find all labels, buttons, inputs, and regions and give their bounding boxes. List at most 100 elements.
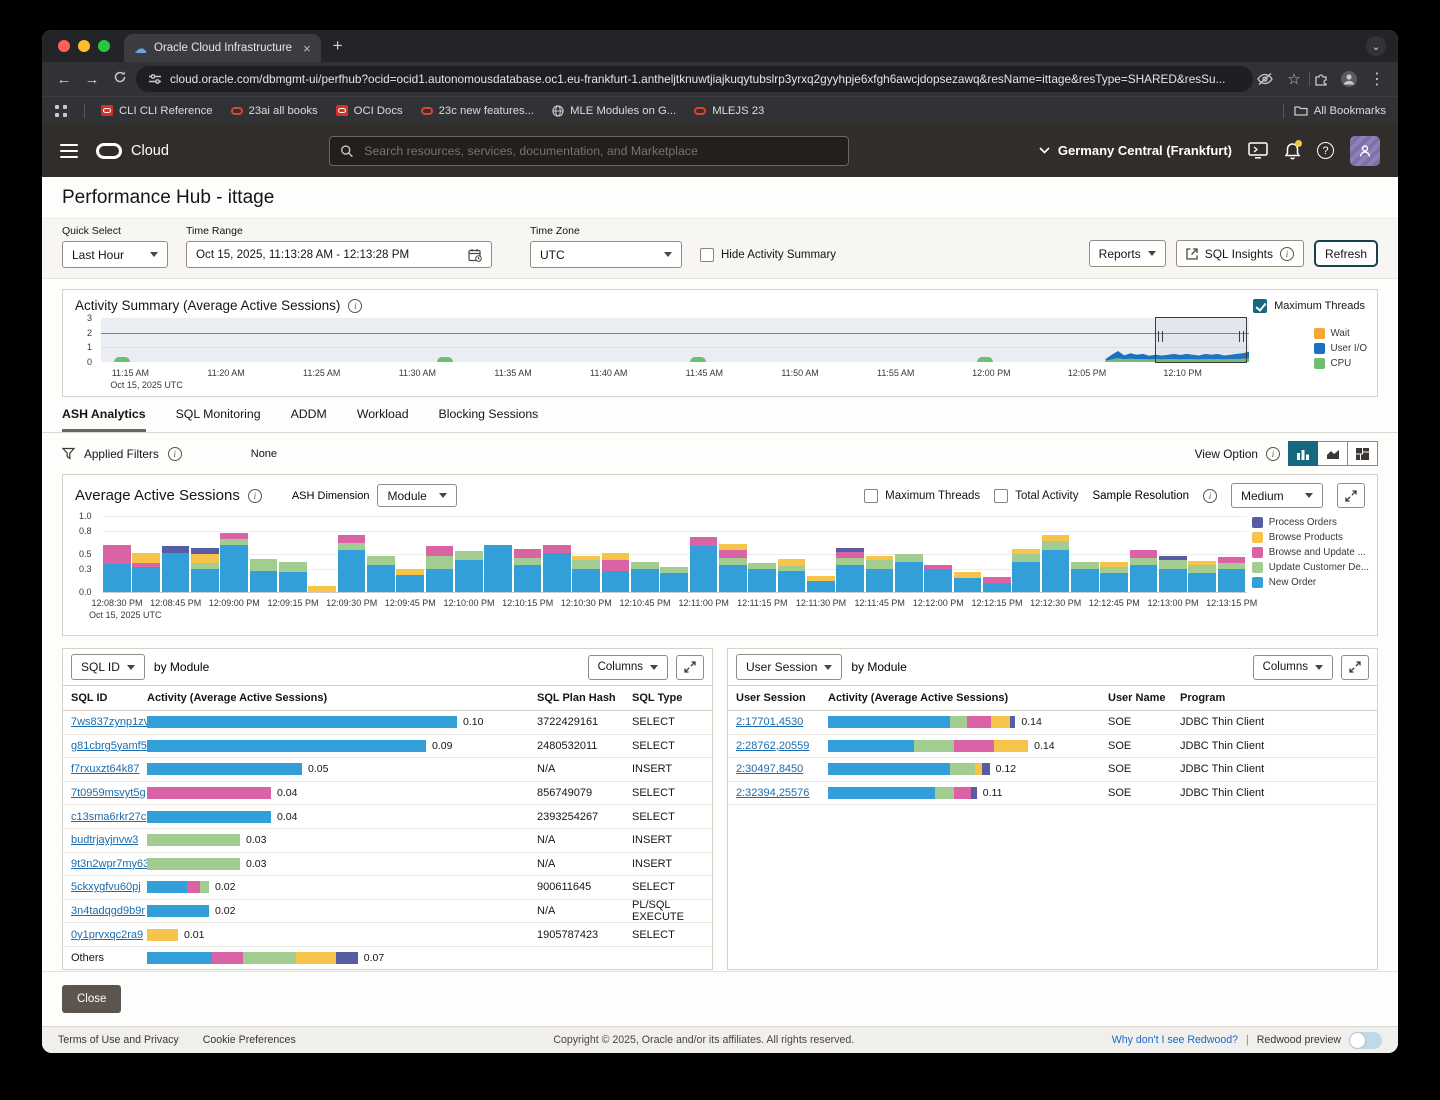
stacked-bar[interactable]	[161, 546, 190, 592]
terms-link[interactable]: Terms of Use and Privacy	[58, 1034, 179, 1046]
maximize-window-icon[interactable]	[98, 40, 110, 52]
cookie-preferences-link[interactable]: Cookie Preferences	[202, 1034, 296, 1046]
row-link[interactable]: 2:17701,4530	[736, 716, 804, 729]
stacked-bar[interactable]	[924, 564, 953, 592]
site-info-icon[interactable]	[148, 73, 162, 85]
stacked-bar[interactable]	[337, 535, 366, 592]
stacked-bar[interactable]	[983, 576, 1011, 592]
checkbox-unchecked[interactable]	[864, 488, 879, 503]
row-link[interactable]: 2:32394,25576	[736, 787, 810, 800]
bookmark-item[interactable]: 23ai all books	[230, 105, 318, 117]
sql-insights-button[interactable]: SQL Insights i	[1175, 240, 1304, 267]
back-icon[interactable]: ←	[56, 70, 72, 88]
brush-handle-right[interactable]	[1238, 331, 1244, 342]
stacked-bar[interactable]	[748, 563, 777, 592]
stacked-bar[interactable]	[396, 569, 425, 592]
minimize-window-icon[interactable]	[78, 40, 90, 52]
help-icon[interactable]: ?	[1317, 142, 1334, 159]
sample-resolution-dropdown[interactable]: Medium	[1231, 483, 1323, 508]
time-range-input[interactable]: Oct 15, 2025, 11:13:28 AM - 12:13:28 PM	[186, 241, 492, 268]
row-link[interactable]: 9t3n2wpr7my63	[71, 857, 147, 870]
stacked-bar[interactable]	[191, 547, 219, 592]
tab-workload[interactable]: Workload	[356, 407, 409, 421]
row-link[interactable]: 7t0959msvyt5g	[71, 787, 146, 800]
ash-chart[interactable]: 1.0 0.8 0.5 0.3 0.0 12:08:30 PM 12:08:45 PM 12:…	[75, 511, 1365, 620]
stacked-bar[interactable]	[1217, 557, 1246, 592]
bookmark-item[interactable]: 23c new features...	[420, 105, 534, 117]
close-button[interactable]: Close	[62, 985, 122, 1013]
stacked-bar[interactable]	[543, 544, 571, 592]
stacked-bar[interactable]	[367, 556, 395, 592]
time-selection-brush[interactable]	[1154, 317, 1247, 363]
row-link[interactable]: c13sma6rkr27c	[71, 810, 147, 823]
total-activity-checkbox[interactable]: Total Activity	[994, 488, 1078, 503]
info-icon[interactable]: i	[1203, 488, 1217, 503]
stacked-bar[interactable]	[1188, 560, 1217, 592]
row-link[interactable]: 5ckxygfvu60pj	[71, 881, 141, 894]
stacked-bar[interactable]	[807, 576, 835, 592]
ash-plot[interactable]	[103, 516, 1247, 593]
expand-table-button[interactable]	[1341, 654, 1369, 680]
activity-summary-chart[interactable]: 3 2 1 0 11:15 AM 11:20 AM 11:25 AM 11:30 AM 11:3…	[75, 313, 1365, 396]
reload-icon[interactable]	[108, 70, 132, 88]
max-threads-checkbox[interactable]: Maximum Threads	[1253, 298, 1365, 313]
view-bar-chart-button[interactable]	[1288, 441, 1318, 466]
stacked-bar[interactable]	[865, 555, 894, 592]
stacked-bar[interactable]	[777, 558, 806, 592]
tab-blocking-sessions[interactable]: Blocking Sessions	[438, 407, 539, 421]
stacked-bar[interactable]	[455, 551, 483, 592]
close-window-icon[interactable]	[58, 40, 70, 52]
tab-sql-monitoring[interactable]: SQL Monitoring	[175, 407, 261, 421]
region-selector[interactable]: Germany Central (Frankfurt)	[1039, 143, 1232, 158]
view-area-chart-button[interactable]	[1318, 441, 1348, 466]
browser-menu-icon[interactable]: ⋮	[1369, 71, 1385, 88]
ash-dimension-dropdown[interactable]: Module	[377, 484, 458, 507]
group-by-dropdown[interactable]: User Session	[736, 654, 843, 680]
tab-addm[interactable]: ADDM	[290, 407, 327, 421]
tab-search-chevron-icon[interactable]: ⌄	[1366, 36, 1386, 56]
expand-table-button[interactable]	[676, 654, 704, 680]
calendar-icon[interactable]	[468, 248, 482, 262]
group-by-dropdown[interactable]: SQL ID	[71, 654, 145, 680]
bookmark-star-icon[interactable]: ☆	[1287, 71, 1301, 88]
forward-icon[interactable]: →	[84, 70, 100, 88]
stacked-bar[interactable]	[1159, 555, 1187, 592]
stacked-bar[interactable]	[1129, 550, 1158, 592]
quick-select-dropdown[interactable]: Last Hour	[62, 241, 168, 268]
row-link[interactable]: budtrjayjnvw3	[71, 834, 139, 847]
row-link[interactable]: g81cbrg5yamf5	[71, 739, 147, 752]
oracle-logo[interactable]	[96, 142, 122, 159]
stacked-bar[interactable]	[484, 544, 513, 592]
info-icon[interactable]: i	[1279, 246, 1294, 261]
stacked-bar[interactable]	[1012, 549, 1041, 592]
hide-activity-summary-checkbox[interactable]: Hide Activity Summary	[700, 248, 836, 262]
profile-avatar-icon[interactable]	[1340, 70, 1362, 88]
browser-tab[interactable]: ☁ Oracle Cloud Infrastructure ×	[124, 34, 321, 62]
extensions-icon[interactable]	[1314, 72, 1336, 86]
new-tab-button[interactable]: +	[332, 36, 343, 55]
info-icon[interactable]: i	[247, 488, 262, 503]
activity-summary-plot[interactable]	[101, 317, 1249, 363]
redwood-link[interactable]: Why don't I see Redwood?	[1111, 1034, 1239, 1046]
tab-ash-analytics[interactable]: ASH Analytics	[62, 407, 146, 432]
reports-button[interactable]: Reports	[1088, 240, 1166, 267]
stacked-bar[interactable]	[719, 544, 747, 592]
stacked-bar[interactable]	[953, 572, 982, 592]
row-link[interactable]: f7rxuxzt64k87	[71, 763, 140, 776]
info-icon[interactable]: i	[167, 446, 182, 461]
stacked-bar[interactable]	[1041, 535, 1070, 592]
columns-button[interactable]: Columns	[587, 654, 668, 680]
notifications-bell-icon[interactable]	[1284, 139, 1302, 160]
stacked-bar[interactable]	[689, 537, 718, 592]
redwood-preview-toggle[interactable]	[1349, 1031, 1382, 1049]
bookmark-item[interactable]: MLEJS 23	[694, 105, 764, 117]
hamburger-menu-icon[interactable]	[60, 143, 78, 158]
refresh-button[interactable]: Refresh	[1313, 240, 1378, 267]
bookmark-item[interactable]: MLE Modules on G...	[552, 105, 676, 117]
time-zone-dropdown[interactable]: UTC	[530, 241, 682, 268]
stacked-bar[interactable]	[103, 544, 131, 592]
stacked-bar[interactable]	[660, 566, 689, 592]
tab-close-icon[interactable]: ×	[303, 40, 311, 56]
privacy-eye-icon[interactable]	[1257, 72, 1279, 86]
address-bar[interactable]: cloud.oracle.com/dbmgmt-ui/perfhub?ocid=…	[136, 66, 1253, 92]
